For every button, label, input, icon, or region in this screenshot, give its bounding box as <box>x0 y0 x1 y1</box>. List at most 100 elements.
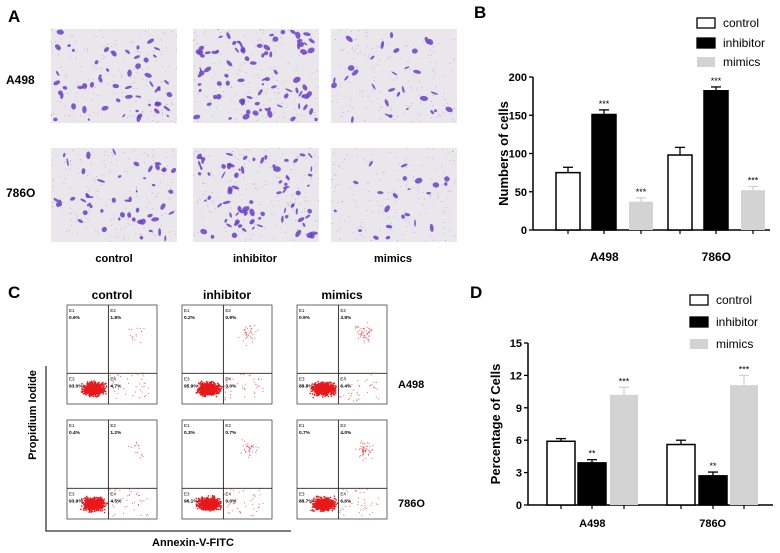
stained-cell <box>284 214 289 219</box>
debris-dot <box>345 68 347 70</box>
event-dot <box>91 394 94 397</box>
debris-dot <box>365 161 367 163</box>
event-dot <box>140 330 143 333</box>
debris-dot <box>223 95 225 97</box>
debris-dot <box>135 101 137 103</box>
stained-cell <box>124 199 131 202</box>
event-dot <box>316 392 319 394</box>
micrograph-background <box>193 148 319 242</box>
debris-dot <box>70 219 72 221</box>
event-dot <box>97 389 100 391</box>
debris-dot <box>298 187 300 189</box>
debris-dot <box>287 62 289 64</box>
event-dot <box>225 381 228 383</box>
debris-dot <box>430 54 432 56</box>
debris-dot <box>368 58 370 60</box>
event-dot <box>82 392 85 395</box>
debris-dot <box>131 41 133 43</box>
event-dot <box>312 388 315 390</box>
debris-dot <box>258 76 260 78</box>
debris-dot <box>215 73 217 75</box>
debris-dot <box>315 220 317 222</box>
debris-dot <box>273 215 275 217</box>
debris-dot <box>148 201 150 203</box>
debris-dot <box>161 214 163 216</box>
debris-dot <box>265 116 267 118</box>
debris-dot <box>379 92 381 94</box>
debris-dot <box>88 209 90 211</box>
event-dot <box>88 392 90 395</box>
event-dot <box>139 389 142 391</box>
event-dot <box>214 389 217 392</box>
debris-dot <box>227 42 229 44</box>
stained-cell <box>204 66 212 73</box>
debris-dot <box>77 172 79 174</box>
debris-dot <box>377 110 379 112</box>
debris-dot <box>453 120 455 122</box>
event-dot <box>327 395 330 398</box>
event-dot <box>134 339 136 341</box>
stained-cell <box>430 91 438 95</box>
event-dot <box>370 328 372 330</box>
stained-cell <box>198 88 202 93</box>
debris-dot <box>120 228 122 230</box>
debris-dot <box>228 31 230 33</box>
debris-dot <box>213 62 215 64</box>
debris-dot <box>395 156 397 158</box>
stained-cell <box>444 176 450 182</box>
stained-cell <box>290 116 296 122</box>
event-dot <box>254 324 256 327</box>
event-dot <box>224 398 226 400</box>
event-dot <box>200 508 203 511</box>
debris-dot <box>155 235 157 237</box>
micrograph-background <box>51 29 177 123</box>
debris-dot <box>102 58 104 60</box>
quadrant-name: E4 <box>110 491 116 496</box>
debris-dot <box>354 201 356 203</box>
debris-dot <box>448 215 450 217</box>
event-dot <box>312 396 315 399</box>
debris-dot <box>204 191 206 193</box>
debris-dot <box>372 211 374 213</box>
stained-cell <box>309 108 314 115</box>
debris-dot <box>108 154 110 156</box>
event-dot <box>143 500 145 502</box>
event-dot <box>112 515 114 517</box>
debris-dot <box>371 47 373 49</box>
debris-dot <box>211 172 213 174</box>
debris-dot <box>277 200 279 202</box>
debris-dot <box>453 182 455 184</box>
event-dot <box>89 498 91 501</box>
debris-dot <box>148 100 150 102</box>
stained-cell <box>162 167 167 172</box>
event-dot <box>201 385 204 387</box>
micrograph <box>331 147 457 243</box>
event-dot <box>205 386 208 388</box>
event-dot <box>82 388 85 391</box>
stained-cell <box>400 163 408 168</box>
event-dot <box>251 328 253 330</box>
debris-dot <box>318 86 320 88</box>
debris-dot <box>260 69 262 71</box>
debris-dot <box>55 154 57 156</box>
stained-cell <box>103 47 110 53</box>
event-dot <box>98 392 100 395</box>
event-dot <box>145 395 147 397</box>
debris-dot <box>200 172 202 174</box>
debris-dot <box>441 201 443 203</box>
debris-dot <box>166 104 168 106</box>
debris-dot <box>429 61 431 63</box>
debris-dot <box>413 44 415 46</box>
debris-dot <box>239 69 241 71</box>
debris-dot <box>220 62 222 64</box>
event-dot <box>123 387 125 390</box>
debris-dot <box>430 195 432 197</box>
debris-dot <box>199 198 201 200</box>
debris-dot <box>412 164 414 166</box>
event-dot <box>86 387 89 390</box>
debris-dot <box>103 46 105 48</box>
debris-dot <box>58 50 60 52</box>
